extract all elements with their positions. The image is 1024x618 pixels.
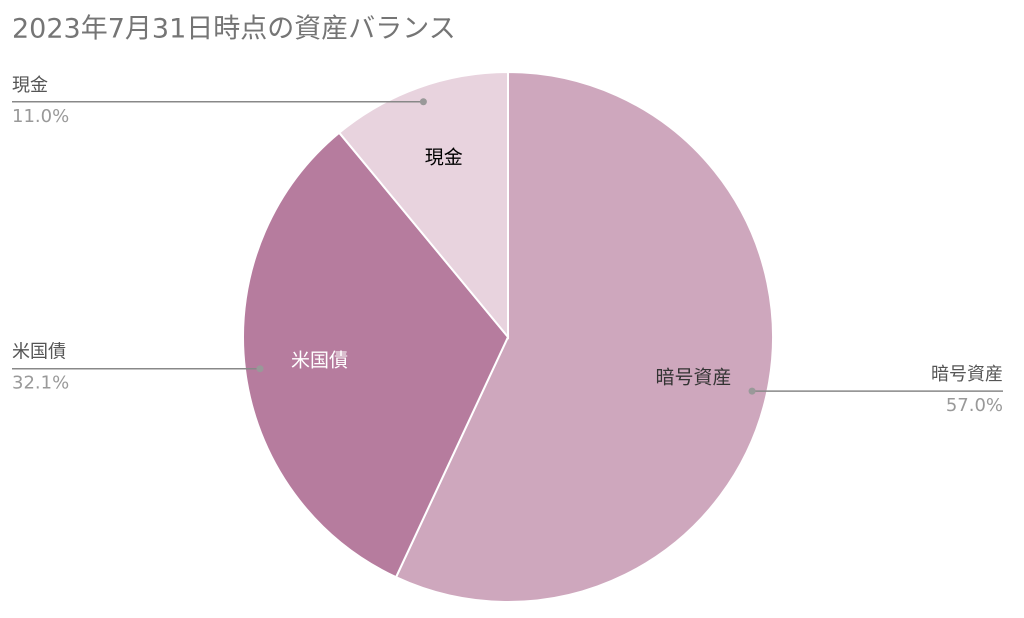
legend-label: 暗号資産 bbox=[931, 364, 1003, 385]
pie-slice bbox=[337, 70, 509, 340]
chart-title: 2023年7月31日時点の資産バランス bbox=[12, 14, 456, 45]
pie-slice bbox=[242, 131, 510, 579]
slice-label: 暗号資産 bbox=[655, 367, 731, 389]
leader-dot bbox=[748, 387, 756, 395]
pie-slice bbox=[394, 70, 774, 603]
value-label: 57.0% bbox=[946, 395, 1003, 416]
leader-dot bbox=[419, 98, 427, 106]
slice-label: 米国債 bbox=[291, 350, 348, 372]
leader-dot bbox=[256, 365, 264, 373]
slice-label: 現金 bbox=[425, 147, 463, 169]
legend-label: 米国債 bbox=[12, 342, 66, 363]
legend-label: 現金 bbox=[12, 75, 48, 96]
value-label: 11.0% bbox=[12, 106, 69, 127]
value-label: 32.1% bbox=[12, 373, 69, 394]
